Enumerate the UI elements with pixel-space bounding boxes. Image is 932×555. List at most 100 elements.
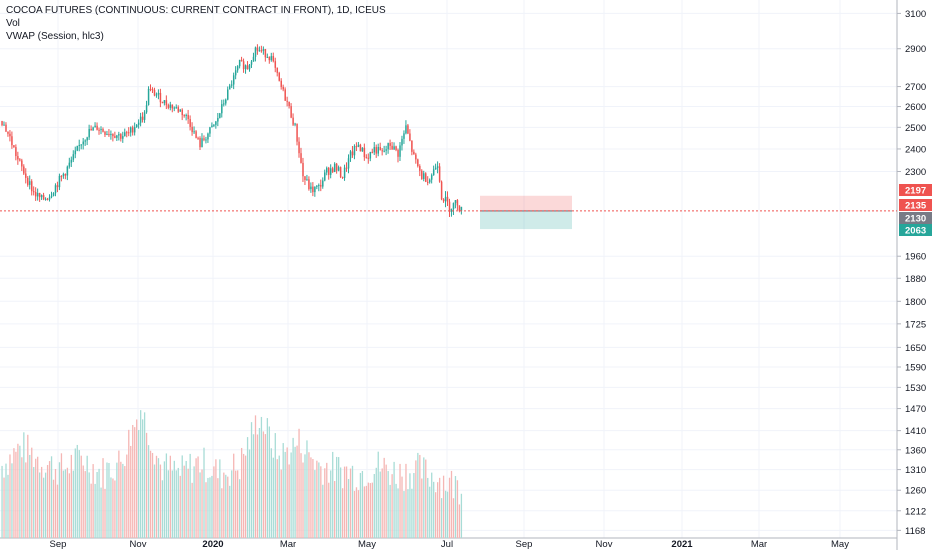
price-tag-label: 2130: [905, 214, 926, 225]
candle-body: [82, 141, 84, 145]
volume-bar: [130, 445, 132, 538]
volume-bar: [1, 465, 3, 538]
candle-body: [423, 173, 425, 179]
candle-body: [58, 175, 61, 188]
candle-body: [391, 145, 393, 150]
candle-body: [304, 176, 306, 180]
volume-bar: [35, 458, 37, 538]
candle-body: [88, 128, 90, 138]
volume-bar: [31, 447, 33, 538]
volume-bar: [106, 462, 108, 538]
volume-bar: [440, 498, 443, 538]
y-tick-label: 3100: [905, 9, 926, 20]
volume-bar: [140, 410, 142, 538]
volume-bar: [373, 474, 375, 538]
candle-body: [169, 104, 172, 108]
volume-bar: [84, 471, 86, 538]
volume-bar: [138, 429, 140, 538]
volume-bar: [126, 454, 128, 538]
candle-body: [90, 128, 92, 131]
volume-bar: [343, 466, 346, 538]
y-tick-label: 1410: [905, 426, 926, 437]
volume-bar: [7, 474, 9, 538]
volume-bar: [435, 492, 437, 538]
volume-bar: [46, 465, 49, 538]
candle-body: [335, 163, 338, 171]
volume-bar: [448, 477, 451, 538]
candle-body: [385, 149, 387, 151]
candle-body: [339, 167, 342, 177]
candle-body: [355, 146, 358, 148]
candle-body: [371, 151, 374, 153]
candle-body: [268, 57, 271, 61]
candle-body: [40, 195, 43, 198]
volume-bar: [308, 452, 310, 538]
candle-body: [347, 158, 350, 169]
volume-bar: [201, 469, 203, 538]
candle-body: [139, 116, 142, 123]
candle-body: [458, 205, 461, 211]
candle-body: [36, 193, 39, 197]
volume-bar: [185, 460, 187, 538]
volume-bar: [213, 466, 215, 538]
y-tick-label: 2500: [905, 123, 926, 134]
candle-body: [7, 131, 9, 134]
candle-body: [322, 180, 324, 187]
candle-body: [219, 113, 221, 118]
volume-bar: [171, 470, 173, 538]
volume-bar: [385, 464, 387, 538]
volume-bar: [442, 475, 445, 538]
volume-bar: [33, 467, 35, 538]
candle-body: [456, 200, 459, 206]
volume-bar: [252, 434, 255, 538]
volume-bar: [359, 472, 362, 538]
candle-body: [98, 129, 100, 131]
candle-body: [29, 181, 31, 185]
candle-body: [223, 103, 225, 105]
volume-bar: [310, 457, 312, 538]
candle-body: [452, 203, 455, 209]
volume-bar: [11, 463, 13, 538]
volume-bar: [332, 451, 334, 538]
volume-label: Vol: [6, 18, 20, 29]
candle-body: [46, 198, 49, 200]
candle-body: [357, 144, 360, 147]
volume-bar: [270, 448, 272, 538]
candle-body: [114, 136, 116, 138]
candle-body: [399, 145, 401, 157]
candle-body: [112, 134, 114, 137]
candle-body: [318, 185, 320, 187]
candle-body: [351, 151, 354, 156]
candle-body: [229, 85, 231, 90]
volume-bar: [399, 463, 401, 538]
position-target-zone: [480, 195, 572, 211]
volume-bar: [219, 459, 221, 538]
y-tick-label: 1960: [905, 252, 926, 263]
volume-bar: [250, 422, 253, 538]
volume-bar: [189, 453, 191, 538]
candle-body: [191, 126, 193, 133]
candle-body: [314, 186, 316, 193]
y-tick-label: 2300: [905, 167, 926, 178]
x-tick-label: May: [358, 539, 376, 550]
candle-body: [120, 134, 122, 139]
candle-body: [203, 138, 205, 140]
x-tick-label: Jul: [441, 539, 453, 550]
candle-body: [446, 196, 449, 202]
candle-body: [272, 56, 275, 62]
candle-body: [252, 56, 255, 62]
volume-bar: [19, 445, 21, 538]
volume-bar: [401, 476, 403, 538]
volume-bar: [3, 477, 5, 538]
volume-bar: [389, 484, 391, 538]
volume-bar: [191, 482, 193, 538]
candle-body: [393, 146, 395, 150]
volume-bar: [278, 455, 280, 538]
candle-body: [260, 50, 263, 52]
candle-body: [38, 193, 41, 198]
candle-body: [175, 107, 178, 109]
candle-body: [310, 186, 312, 190]
volume-bar: [94, 483, 96, 538]
